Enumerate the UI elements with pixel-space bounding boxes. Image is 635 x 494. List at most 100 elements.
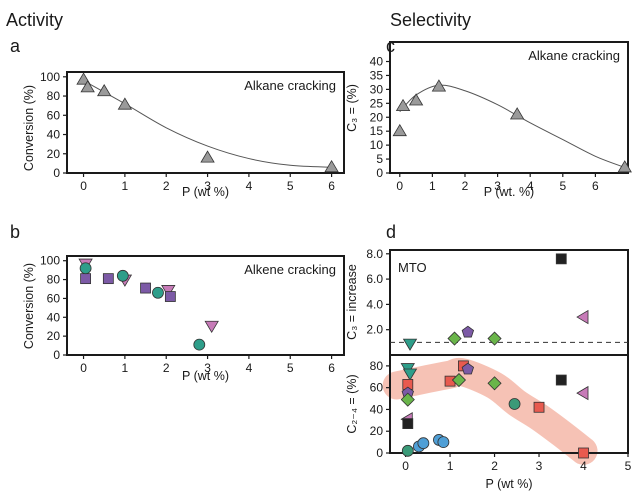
square-point — [140, 282, 151, 294]
square-point — [533, 401, 545, 413]
circle-point — [116, 269, 129, 282]
y-tick-label: 60 — [47, 291, 61, 305]
circle-point — [152, 286, 164, 299]
x-tick-label: 5 — [287, 361, 294, 375]
pentagon-point — [461, 362, 475, 375]
panel-label: d — [386, 222, 396, 242]
annotation: Alkane cracking — [244, 78, 336, 93]
triangle-up-point — [431, 79, 447, 92]
y-axis-label: Conversion (%) — [22, 85, 36, 171]
plot-frame — [66, 255, 345, 356]
triangle-up-point — [392, 123, 407, 137]
y-tick-label: 40 — [47, 128, 61, 142]
y-tick-label: 35 — [370, 68, 384, 82]
x-tick-label: 5 — [625, 459, 632, 473]
panel-d-bottom: 0 20 40 60 80 0 1 2 3 4 5 P (wt %) C₂₋₄ = (%) — [345, 354, 632, 491]
square-point — [578, 447, 589, 459]
y-tick-label: 80 — [47, 273, 61, 287]
x-tick-label: 6 — [328, 179, 335, 193]
x-tick-label: 2 — [163, 361, 170, 375]
y-tick-label: 10 — [370, 138, 384, 152]
y-tick-label: 20 — [370, 424, 384, 438]
y-tick-label: 30 — [370, 82, 384, 96]
y-tick-label: 0 — [376, 446, 383, 460]
x-tick-label: 0 — [396, 179, 403, 193]
y-tick-label: 0 — [53, 348, 60, 362]
triangle-down-point — [161, 285, 176, 298]
panel-label: b — [10, 222, 20, 242]
x-tick-label: 5 — [287, 179, 294, 193]
annotation: Alkane cracking — [528, 48, 620, 63]
y-axis-label: Conversion (%) — [22, 263, 36, 349]
x-tick-label: 1 — [447, 459, 454, 473]
diamond-point — [451, 372, 467, 388]
x-axis-label: P (wt %) — [182, 369, 229, 383]
x-tick-label: 5 — [559, 179, 566, 193]
x-tick-label: 0 — [80, 361, 87, 375]
triangle-up-point — [408, 93, 424, 106]
y-tick-label: 60 — [370, 381, 384, 395]
panel-d-top: 2.0 4.0 6.0 8.0 MTO d C₃ = increase — [345, 222, 629, 356]
triangle-up-point — [76, 72, 91, 85]
x-tick-label: 3 — [494, 179, 501, 193]
y-tick-label: 0 — [376, 166, 383, 180]
y-axis-label: C₂₋₄ = (%) — [345, 374, 359, 433]
triangle-up-point — [509, 107, 525, 120]
x-tick-label: 4 — [246, 361, 253, 375]
y-tick-label: 40 — [47, 310, 61, 324]
x-tick-label: 0 — [402, 459, 409, 473]
square-point — [80, 273, 92, 285]
plot-frame — [389, 41, 629, 174]
y-axis-label: C₃ = increase — [345, 264, 359, 340]
pentagon-point — [461, 325, 475, 338]
y-tick-label: 40 — [370, 402, 384, 416]
diamond-point — [400, 392, 415, 407]
x-tick-label: 0 — [80, 179, 87, 193]
x-tick-label: 6 — [592, 179, 599, 193]
x-tick-label: 4 — [246, 179, 253, 193]
y-tick-label: 2.0 — [366, 323, 383, 337]
y-tick-label: 100 — [40, 70, 60, 84]
x-tick-label: 2 — [462, 179, 469, 193]
x-tick-label: 4 — [527, 179, 534, 193]
x-tick-label: 3 — [204, 361, 211, 375]
x-tick-label: 1 — [122, 179, 129, 193]
y-tick-label: 100 — [40, 254, 60, 268]
x-tick-label: 3 — [204, 179, 211, 193]
square-point — [555, 253, 567, 265]
circle-point — [437, 436, 450, 449]
square-point — [102, 273, 114, 285]
triangle-left-point — [576, 385, 589, 401]
y-tick-label: 0 — [53, 166, 60, 180]
x-axis-label: P (wt. %) — [484, 185, 534, 199]
y-tick-label: 4.0 — [366, 297, 383, 311]
triangle-up-point — [200, 150, 215, 163]
panel-label: a — [10, 36, 21, 56]
triangle-up-point — [97, 83, 112, 97]
triangle-down-point — [402, 338, 418, 351]
x-tick-label: 6 — [328, 361, 335, 375]
circle-point — [79, 262, 92, 275]
circle-point — [193, 338, 206, 351]
y-tick-label: 5 — [376, 152, 383, 166]
y-tick-label: 20 — [370, 110, 384, 124]
x-axis-label: P (wt %) — [486, 477, 533, 491]
circle-point — [417, 437, 430, 450]
panel-a: 0 20 40 60 80 100 0 1 2 3 4 5 6 Alkane cracking a P (wt… — [10, 36, 345, 199]
header-activity: Activity — [6, 10, 63, 30]
diamond-point — [447, 331, 462, 346]
y-tick-label: 40 — [370, 55, 384, 69]
plot-frame — [389, 354, 629, 454]
y-tick-label: 80 — [370, 359, 384, 373]
triangle-up-point — [617, 160, 632, 173]
y-tick-label: 20 — [47, 147, 61, 161]
triangle-down-point — [204, 320, 219, 334]
triangle-down-point — [402, 368, 418, 381]
y-tick-label: 8.0 — [366, 247, 383, 261]
annotation: MTO — [398, 260, 427, 275]
circle-point — [508, 398, 521, 410]
panel-b: 0 20 40 60 80 100 0 1 2 3 4 5 6 Alkene cracking b P (wt… — [10, 222, 345, 383]
